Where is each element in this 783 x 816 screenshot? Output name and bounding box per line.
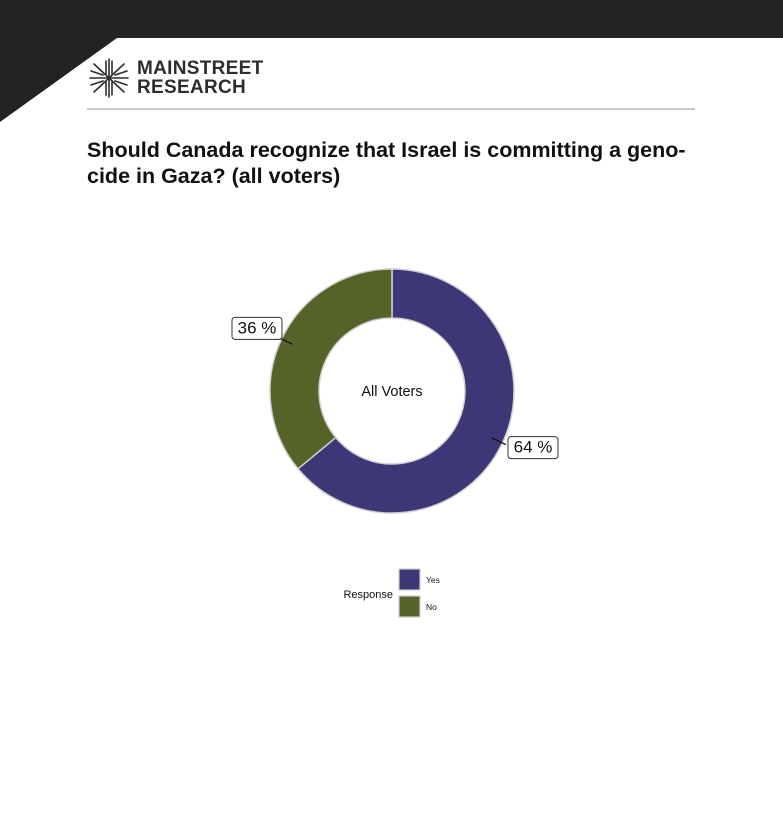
data-label-box-yes bbox=[507, 436, 559, 460]
data-label-yes: 64 % bbox=[514, 438, 553, 457]
slice-no bbox=[269, 268, 393, 470]
legend-title: Response bbox=[343, 589, 393, 601]
center-label: All Voters bbox=[361, 384, 422, 400]
header-divider bbox=[87, 108, 695, 110]
page-title: Should Canada recognize that Israel is c… bbox=[87, 138, 686, 188]
brand-line-2: RESEARCH bbox=[137, 77, 247, 98]
brand-logo: MAINSTREET RESEARCH bbox=[88, 56, 264, 100]
legend-swatch-no bbox=[398, 595, 421, 618]
starburst-logo-icon bbox=[89, 58, 129, 98]
brand-wordmark: MAINSTREET RESEARCH bbox=[137, 59, 264, 97]
data-label-box-no bbox=[231, 316, 283, 340]
legend-entry-no: No bbox=[426, 602, 437, 612]
legend-entry-yes: Yes bbox=[426, 575, 440, 585]
legend-swatch-yes bbox=[398, 568, 421, 591]
data-label-no: 36 % bbox=[238, 318, 277, 337]
header-bar bbox=[0, 0, 783, 38]
brand-line-1: MAINSTREET bbox=[137, 58, 264, 79]
leader-line-yes bbox=[491, 437, 507, 446]
slice-yes bbox=[296, 268, 515, 514]
